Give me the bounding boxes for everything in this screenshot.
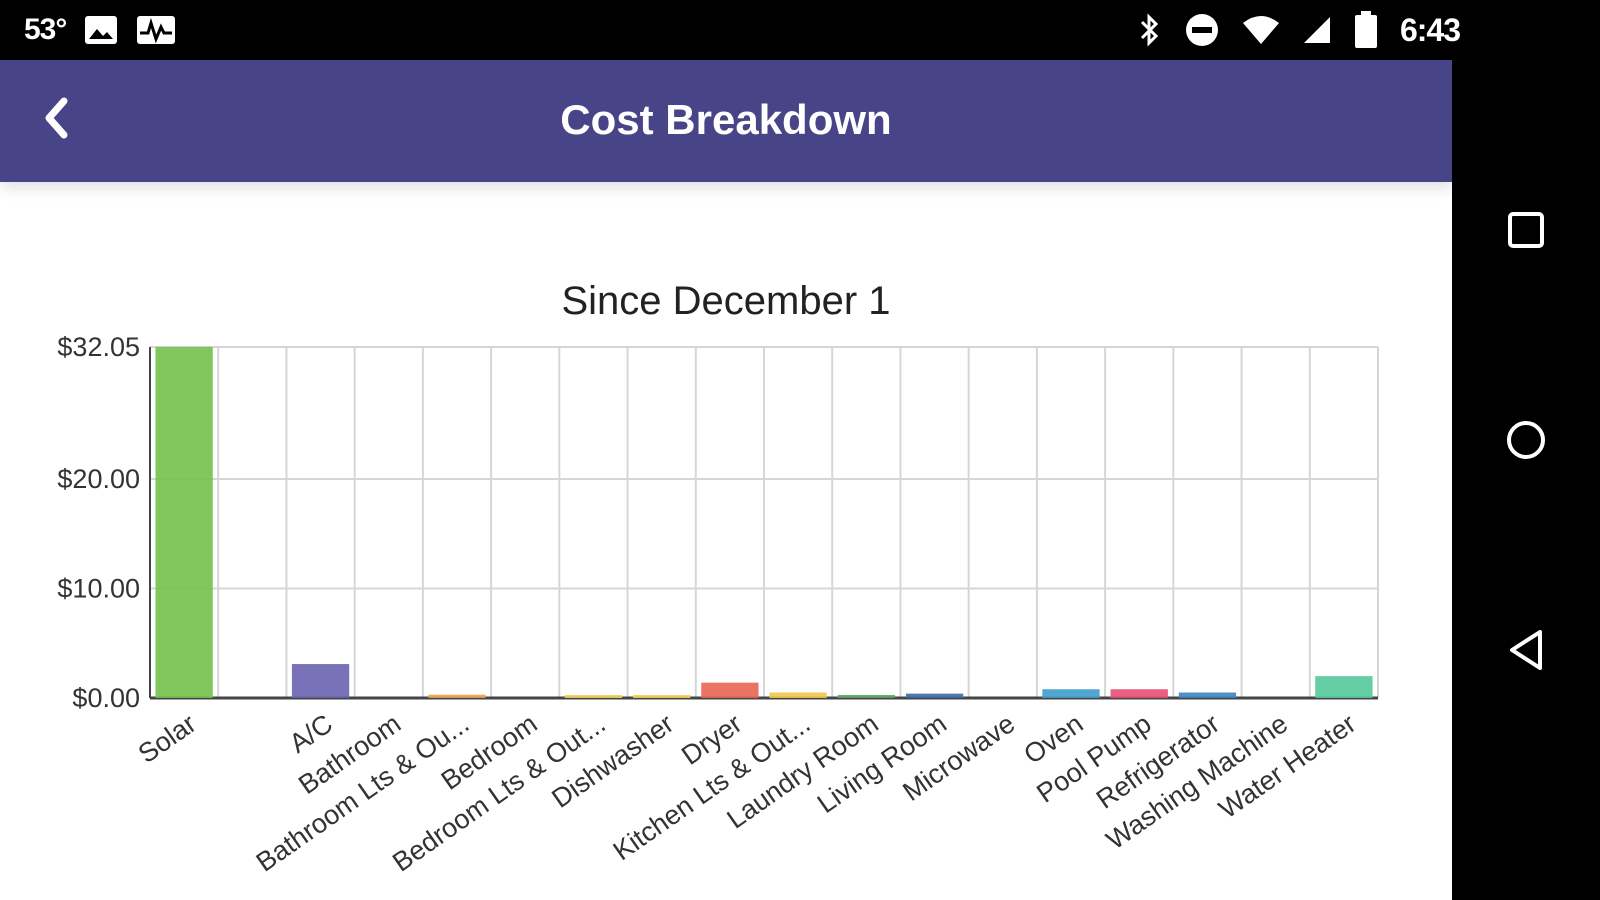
status-bar-right: 6:43 [1138, 0, 1461, 60]
navigation-bar [1452, 60, 1600, 900]
recents-icon [1506, 210, 1546, 255]
image-icon [84, 15, 118, 45]
bar [701, 682, 759, 698]
y-tick-label: $20.00 [57, 464, 140, 494]
x-tick-label: Solar [133, 708, 202, 769]
home-button[interactable] [1496, 412, 1556, 472]
y-tick-label: $0.00 [72, 683, 140, 713]
bar [1110, 689, 1168, 698]
y-tick-label: $32.05 [57, 332, 140, 362]
bar [633, 695, 691, 698]
bar [1315, 676, 1373, 698]
battery-icon [1354, 11, 1378, 49]
home-icon [1504, 418, 1548, 467]
status-bar-left: 53° [24, 0, 176, 60]
bar [837, 695, 895, 698]
bar [1178, 692, 1237, 698]
temperature-text: 53° [24, 13, 67, 46]
bar-chart-svg: Since December 1 $0.00 $10.00 $20.00 $32.05 S… [57, 279, 1379, 878]
bar [1042, 689, 1100, 698]
activity-icon [136, 15, 176, 45]
recents-button[interactable] [1496, 202, 1556, 262]
wifi-icon [1242, 14, 1280, 46]
bluetooth-icon [1138, 13, 1162, 47]
bar [155, 347, 213, 698]
nav-back-button[interactable] [1496, 622, 1556, 682]
bar [564, 695, 623, 698]
bar [905, 693, 964, 698]
bar [428, 694, 486, 698]
cellular-signal-icon [1302, 15, 1332, 45]
y-tick-label: $10.00 [57, 573, 140, 603]
bar [769, 692, 827, 698]
app-screen: Cost Breakdown Since December 1 $0.00 $10.… [0, 60, 1452, 900]
back-triangle-icon [1506, 628, 1546, 677]
back-button[interactable] [30, 94, 82, 146]
app-bar: Cost Breakdown [0, 60, 1452, 182]
chevron-left-icon [41, 97, 71, 144]
cost-breakdown-chart: Since December 1 $0.00 $10.00 $20.00 $32.05 S… [0, 190, 1452, 900]
do-not-disturb-icon [1184, 12, 1220, 48]
page-title: Cost Breakdown [560, 96, 892, 143]
bar [291, 664, 350, 698]
clock-text: 6:43 [1399, 11, 1461, 48]
status-bar: 53° 6:43 [0, 0, 1600, 60]
chart-title: Since December 1 [561, 279, 890, 323]
